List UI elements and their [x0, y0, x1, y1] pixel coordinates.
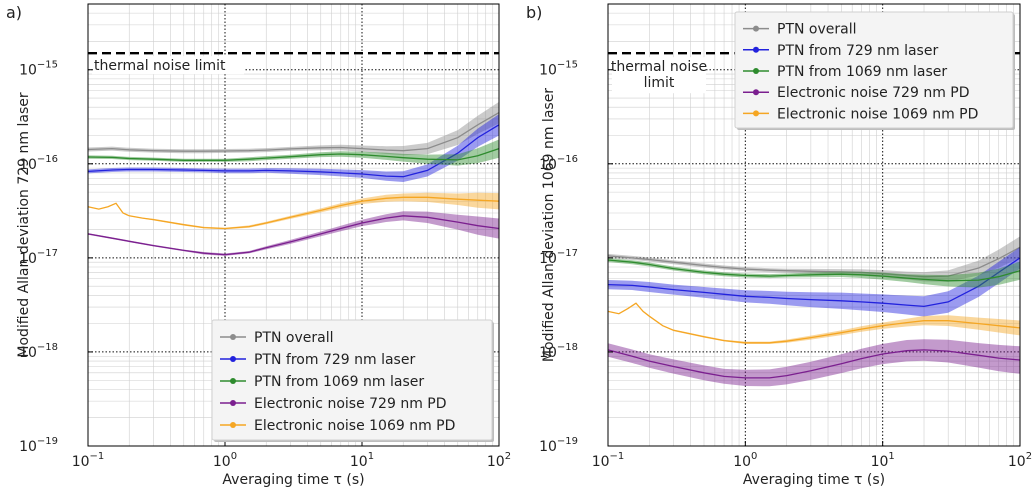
series-electronic-noise-1069-nm-pd [607, 302, 1021, 344]
legend-label: Electronic noise 729 nm PD [254, 396, 447, 412]
thermal-noise-limit-label: limit [644, 75, 675, 91]
y-tick-label: 10−18 [539, 342, 578, 361]
series-ptn-from-1069-nm-laser [87, 139, 500, 166]
legend-label: Electronic noise 729 nm PD [777, 85, 970, 101]
y-tick-label: 10−17 [539, 248, 578, 267]
uncertainty-band [88, 192, 499, 230]
legend: PTN overall PTN from 729 nm laser PTN from… [734, 11, 1015, 130]
legend-label: Electronic noise 1069 nm PD [254, 418, 455, 434]
legend-swatch-marker [230, 334, 236, 340]
legend-box [734, 11, 1014, 129]
limit-label-bg [612, 57, 706, 94]
limit-label-bg [92, 56, 244, 75]
thermal-noise-limit-label: thermal noise [611, 59, 707, 75]
legend-label: PTN from 729 nm laser [777, 43, 938, 59]
uncertainty-band [88, 139, 499, 166]
series-line [87, 147, 500, 161]
series-line [87, 124, 500, 178]
uncertainty-band [608, 339, 1020, 387]
legend: PTN overall PTN from 729 nm laser PTN from… [211, 319, 494, 442]
legend-label: PTN overall [254, 330, 334, 346]
panel-label: b) [526, 3, 542, 22]
legend-label: PTN from 729 nm laser [254, 352, 415, 368]
y-tick-label: 10−15 [19, 60, 58, 79]
series-ptn-overall [87, 101, 500, 156]
legend-item: Electronic noise 1069 nm PD [743, 106, 978, 122]
uncertainty-band [608, 236, 1020, 282]
series-electronic-noise-729-nm-pd [87, 211, 500, 256]
panel-a: a) thermal noise limit 10−1 100 101 102 10−19 1… [6, 3, 511, 488]
uncertainty-band [608, 247, 1020, 317]
y-tick-label: 10−17 [19, 248, 58, 267]
legend-swatch-marker [753, 110, 759, 117]
x-tick-label: 102 [487, 451, 511, 470]
series-line [87, 215, 500, 256]
y-axis-label: Modified Allan deviation 1069 nm laser [541, 88, 557, 362]
y-tick-label: 10−16 [19, 154, 58, 173]
series-line [87, 112, 500, 152]
legend-item: PTN from 729 nm laser [743, 43, 938, 59]
y-tick-label: 10−16 [539, 154, 578, 173]
series-electronic-noise-729-nm-pd [607, 339, 1021, 387]
y-tick-label: 10−19 [539, 436, 578, 455]
legend-label: Electronic noise 1069 nm PD [777, 106, 978, 122]
legend-swatch-marker [230, 400, 236, 406]
x-tick-label: 100 [733, 451, 757, 470]
legend-item: PTN from 1069 nm laser [220, 374, 424, 390]
y-tick-label: 10−19 [19, 436, 58, 455]
legend-item: PTN from 729 nm laser [220, 352, 415, 368]
x-tick-label: 10−1 [72, 451, 105, 470]
series-ptn-from-1069-nm-laser [607, 258, 1021, 288]
legend-swatch-marker [753, 89, 759, 96]
x-tick-label: 10−1 [592, 451, 625, 470]
uncertainty-band [88, 114, 499, 182]
grid [608, 4, 1020, 446]
thermal-noise-limit-label: thermal noise limit [94, 58, 226, 74]
y-axis-label: Modified Allan deviation 729 nm laser [16, 92, 32, 357]
x-tick-label: 100 [213, 451, 237, 470]
series-electronic-noise-1069-nm-pd [87, 192, 500, 230]
uncertainty-band [608, 258, 1020, 288]
legend-item: PTN overall [743, 22, 857, 38]
series-line [607, 302, 1021, 344]
legend-label: PTN from 1069 nm laser [777, 64, 947, 80]
uncertainty-band [88, 211, 499, 256]
legend-swatch-marker [753, 68, 759, 74]
series-line [87, 196, 500, 230]
legend-item: PTN overall [220, 330, 334, 346]
series-ptn-from-729-nm-laser [87, 114, 500, 182]
x-axis-label: Averaging time τ (s) [743, 472, 885, 488]
legend-swatch-marker [230, 422, 236, 428]
panel-label: a) [6, 3, 22, 22]
series-line [607, 349, 1021, 379]
uncertainty-band [88, 101, 499, 156]
legend-label: PTN from 1069 nm laser [254, 374, 424, 390]
series-ptn-overall [607, 236, 1021, 282]
series-line [607, 246, 1021, 278]
series-line [607, 257, 1021, 308]
plot-frame [87, 3, 500, 447]
y-tick-label: 10−18 [19, 342, 58, 361]
legend-swatch-marker [753, 46, 759, 53]
legend-swatch-marker [230, 378, 236, 384]
legend-box [211, 319, 493, 441]
legend-swatch-marker [230, 356, 236, 362]
plot-frame [607, 3, 1021, 447]
x-axis-label: Averaging time τ (s) [222, 472, 364, 488]
legend-swatch-marker [753, 25, 759, 32]
y-tick-label: 10−15 [539, 60, 578, 79]
legend-label: PTN overall [777, 22, 857, 38]
legend-item: Electronic noise 729 nm PD [220, 396, 447, 412]
x-tick-label: 101 [350, 451, 374, 470]
legend-item: Electronic noise 1069 nm PD [220, 418, 455, 434]
series-ptn-from-729-nm-laser [607, 247, 1021, 317]
legend-item: Electronic noise 729 nm PD [743, 85, 970, 101]
x-tick-label: 101 [871, 451, 895, 470]
x-tick-label: 102 [1008, 451, 1032, 470]
series-line [607, 259, 1021, 282]
uncertainty-band [608, 303, 1020, 344]
legend-item: PTN from 1069 nm laser [743, 64, 947, 80]
